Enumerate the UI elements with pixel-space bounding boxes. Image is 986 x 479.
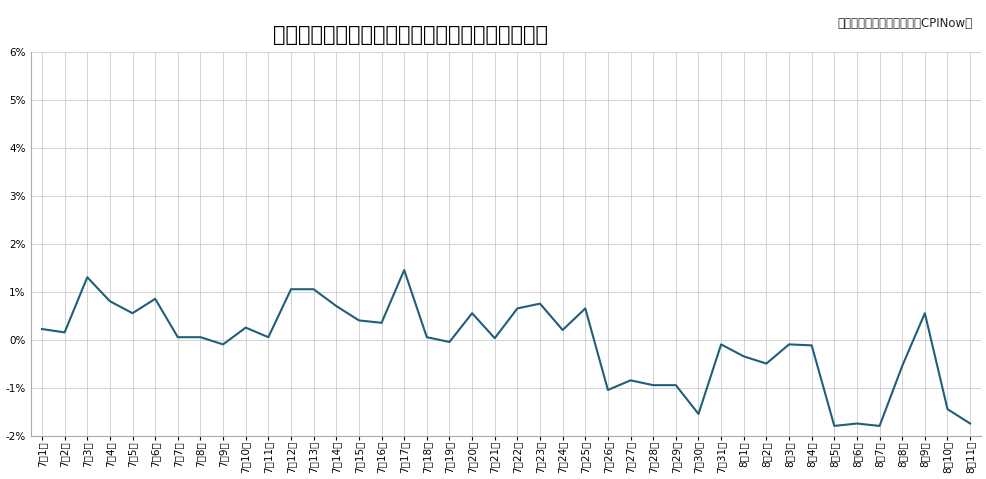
- Title: 即席カップめん　日次物価指数　（前年同日比）: 即席カップめん 日次物価指数 （前年同日比）: [273, 25, 548, 45]
- Text: 出典：ナウキャスト「日経CPINow」: 出典：ナウキャスト「日経CPINow」: [836, 17, 971, 30]
